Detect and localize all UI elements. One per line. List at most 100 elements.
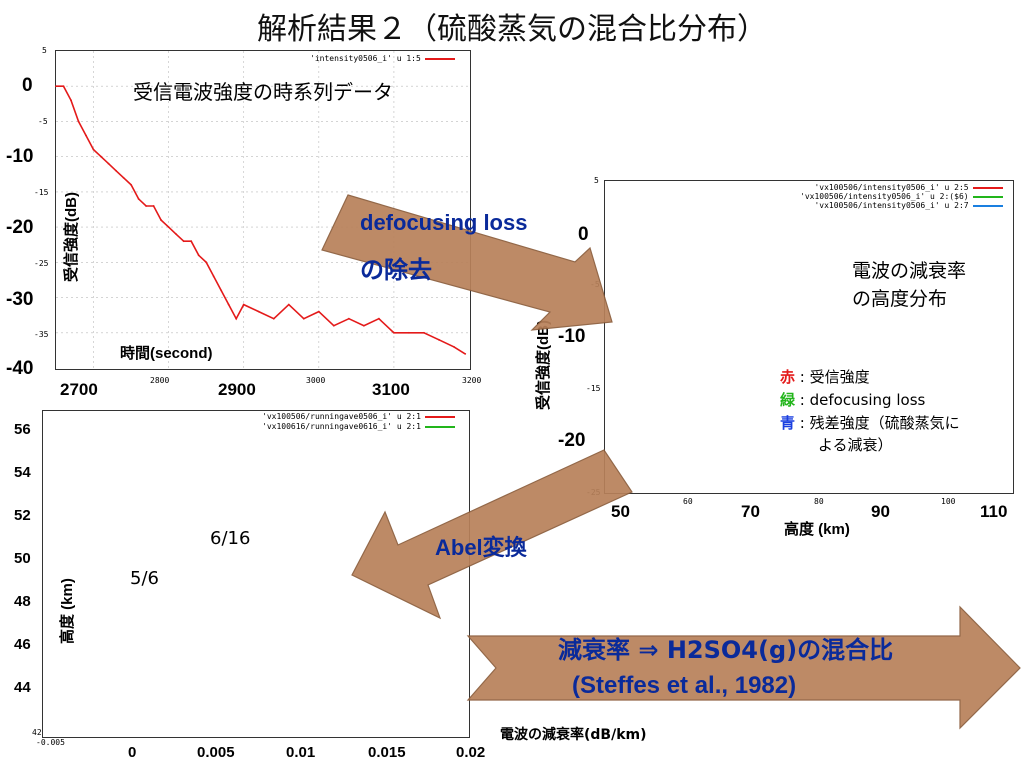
intensity-ytick-3: -30 — [6, 289, 34, 310]
profile-legend-green-label: 'vx100616/runningave0616_i' u 2:1 — [262, 422, 421, 431]
profile-xtick-1: 0.005 — [197, 744, 235, 761]
chart0-series-0-point — [393, 331, 395, 334]
chart0-series-0-point — [242, 303, 245, 306]
chart0-series-0-point — [55, 85, 57, 88]
chart0-series-0-point — [408, 331, 410, 334]
profile-label-616: 6/16 — [210, 528, 251, 549]
profile-ytick-0: 56 — [14, 421, 31, 438]
attenuation-small-xtick-1: 80 — [814, 497, 824, 506]
intensity-xtick-1: 2900 — [218, 380, 256, 399]
intensity-legend-label: 'intensity0506_i' u 1:5 — [310, 54, 421, 63]
attenuation-ytick-1: -10 — [558, 326, 586, 347]
chart0-series-0-point — [423, 331, 425, 334]
profile-xlabel: 電波の減衰率(dB/km) — [500, 727, 647, 743]
chart0-series-0-point — [302, 317, 305, 320]
intensity-small-ytick-0: 5 — [42, 46, 47, 55]
profile-ytick-2: 52 — [14, 507, 31, 524]
attenuation-xlabel: 高度 (km) — [784, 521, 850, 538]
chart0-series-0-point — [205, 261, 208, 264]
attenuation-inner-label-2: の高度分布 — [852, 288, 948, 310]
chart0-series-0-point — [453, 345, 455, 348]
chart0-series-0-point — [85, 134, 87, 137]
profile-small-ytick: 42 — [32, 728, 42, 737]
profile-legend-red: 'vx100506/runningave0506_i' u 2:1 — [262, 412, 455, 422]
chart0-series-0-point — [160, 219, 163, 221]
chart0-series-0-point — [197, 254, 200, 257]
arrow3-label-1: 減衰率 ⇒ H2SO4(g)の混合比 — [558, 636, 894, 664]
attenuation-key-green-word: 緑 — [780, 391, 796, 409]
chart0-series-0-point — [190, 240, 193, 243]
profile-ytick-1: 54 — [14, 464, 31, 481]
attenuation-legend-red-swatch — [972, 186, 1003, 189]
intensity-inner-label: 受信電波強度の時系列データ — [133, 80, 393, 104]
intensity-small-xtick-0: 2800 — [150, 376, 170, 385]
intensity-xtick-0: 2700 — [60, 380, 98, 399]
chart0-series-0-point — [464, 353, 467, 355]
attenuation-small-ytick-0: 5 — [594, 176, 599, 185]
attenuation-legend-blue-swatch — [972, 204, 1003, 207]
chart0-series-0-point — [122, 176, 125, 179]
attenuation-xtick-2: 90 — [871, 502, 890, 521]
attenuation-ylabel: 受信強度(dB) — [535, 320, 552, 410]
attenuation-key-red-text: : 受信強度 — [795, 368, 870, 386]
attenuation-key-red-word: 赤 — [780, 368, 796, 386]
attenuation-key-green: 緑 : defocusing loss — [780, 389, 925, 410]
attenuation-inner-label-1: 電波の減衰率 — [852, 260, 967, 282]
arrow1-label-1: defocusing loss — [360, 210, 528, 235]
profile-plot-frame — [42, 410, 470, 738]
chart0-series-0-point — [257, 310, 260, 313]
profile-xtick-2: 0.01 — [286, 744, 316, 761]
profile-ytick-5: 46 — [14, 636, 31, 653]
chart0-series-0-point — [77, 120, 80, 123]
chart0-series-0-point — [107, 162, 110, 165]
profile-ytick-3: 50 — [14, 550, 31, 567]
chart0-series-0-point — [70, 99, 72, 102]
chart0-series-0-point — [347, 317, 350, 320]
attenuation-legend-red-label: 'vx100506/intensity0506_i' u 2:5 — [814, 183, 969, 192]
intensity-small-ytick-4: -35 — [34, 330, 49, 339]
attenuation-ytick-0: 0 — [578, 224, 589, 245]
attenuation-legend-green-label: 'vx100506/intensity0506_i' u 2:($6) — [800, 192, 969, 201]
profile-xtick-3: 0.015 — [368, 744, 406, 761]
attenuation-small-ytick-1: -5 — [590, 280, 600, 289]
intensity-small-xtick-1: 3000 — [306, 376, 326, 385]
intensity-ylabel: 受信強度(dB) — [63, 192, 80, 282]
chart0-series-0-point — [92, 148, 95, 151]
slide-title: 解析結果２（硫酸蒸気の混合比分布） — [257, 12, 767, 47]
chart0-series-0-point — [317, 310, 320, 313]
chart0-series-0-point — [362, 324, 365, 327]
intensity-xtick-2: 3100 — [372, 380, 410, 399]
attenuation-legend-red: 'vx100506/intensity0506_i' u 2:5 — [800, 183, 1003, 192]
chart0-series-0-point — [137, 198, 140, 200]
profile-ytick-4: 48 — [14, 593, 31, 610]
attenuation-key-blue-2: よる減衰） — [818, 436, 893, 454]
chart0-series-0-point — [152, 205, 155, 207]
chart0-series-0-point — [438, 338, 440, 341]
attenuation-key-red: 赤 : 受信強度 — [780, 366, 870, 387]
intensity-small-ytick-1: -5 — [38, 117, 48, 126]
arrow3-label-2: (Steffes et al., 1982) — [572, 672, 797, 699]
profile-xtick-0: 0 — [128, 744, 137, 761]
intensity-ytick-1: -10 — [6, 146, 34, 167]
attenuation-key-green-text: : defocusing loss — [795, 391, 926, 409]
attenuation-key-blue-word: 青 — [780, 414, 796, 432]
intensity-ytick-2: -20 — [6, 217, 34, 238]
intensity-legend-swatch — [424, 57, 455, 60]
arrow2-label: Abel変換 — [435, 535, 527, 560]
profile-label-56: 5/6 — [130, 568, 159, 589]
profile-legend-green: 'vx100616/runningave0616_i' u 2:1 — [262, 422, 455, 432]
chart0-series-0-point — [220, 289, 223, 292]
chart0-series-0-point — [115, 169, 117, 172]
chart0-series-0-point — [332, 324, 335, 327]
profile-small-xtick: -0.005 — [36, 738, 65, 747]
attenuation-plot-frame — [604, 180, 1014, 494]
chart0-series-0-point — [377, 317, 380, 320]
profile-legend-green-swatch — [424, 425, 455, 428]
intensity-small-ytick-2: -15 — [34, 188, 49, 197]
attenuation-legend-green: 'vx100506/intensity0506_i' u 2:($6) — [800, 192, 1003, 201]
profile-legend-red-swatch — [424, 415, 455, 418]
intensity-xlabel: 時間(second) — [120, 345, 213, 362]
attenuation-legend: 'vx100506/intensity0506_i' u 2:5 'vx1005… — [800, 183, 1003, 210]
chart0-series-0-point — [100, 155, 102, 158]
attenuation-legend-blue-label: 'vx100506/intensity0506_i' u 2:7 — [814, 201, 969, 210]
